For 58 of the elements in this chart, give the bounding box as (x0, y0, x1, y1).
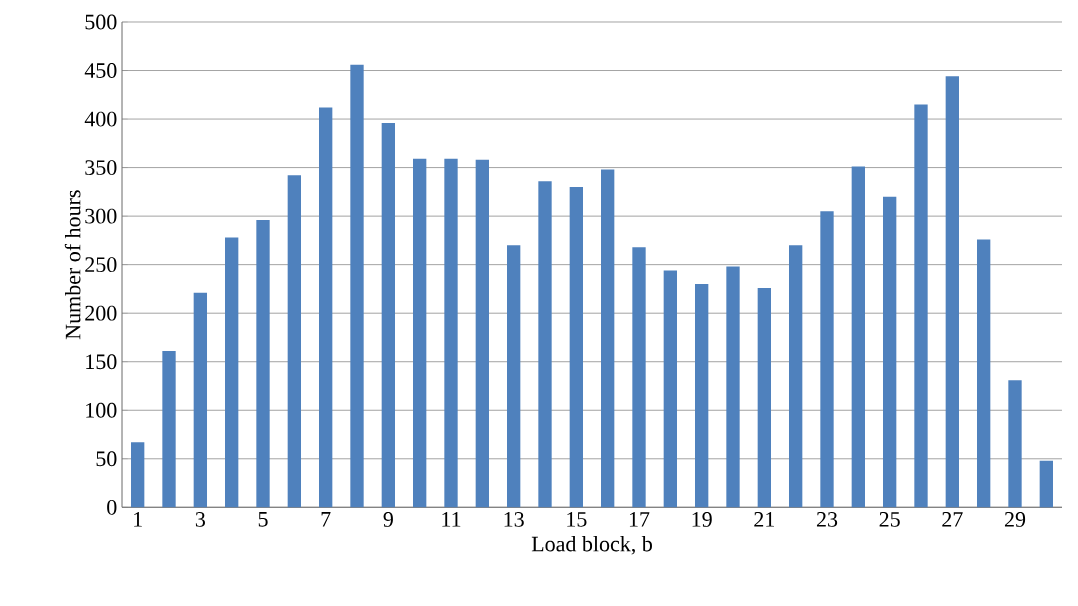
x-tick-label: 1 (134, 512, 142, 527)
bar (851, 166, 865, 508)
bar (131, 442, 145, 508)
bar (162, 351, 176, 508)
bar (945, 76, 959, 508)
y-tick-label: 400 (84, 111, 117, 127)
bar (569, 187, 583, 508)
x-tick-label: 5 (258, 512, 268, 527)
y-tick-label: 250 (85, 257, 117, 273)
bar (538, 181, 552, 508)
x-axis-title: Load block, b (531, 535, 652, 555)
bar (287, 175, 301, 508)
x-tick-label: 27 (942, 512, 963, 527)
x-tick-label: 23 (816, 512, 838, 527)
x-tick-label: 19 (692, 512, 712, 527)
bar (381, 122, 395, 508)
x-tick-label: 15 (567, 512, 587, 527)
y-tick-label: 0 (107, 499, 117, 515)
x-tick-label: 11 (442, 512, 461, 527)
bar (350, 64, 364, 508)
bar (914, 104, 928, 508)
bar (789, 245, 803, 508)
bar (507, 245, 521, 508)
x-tick-label: 29 (1004, 512, 1026, 527)
x-tick-label: 25 (879, 512, 900, 527)
x-tick-label: 21 (754, 512, 775, 527)
bar (256, 220, 270, 508)
x-tick-label: 9 (383, 512, 393, 527)
bar (632, 247, 646, 508)
bar (1008, 380, 1022, 508)
bar (475, 159, 489, 508)
x-tick-label: 7 (321, 512, 331, 527)
y-tick-label: 450 (84, 63, 117, 78)
x-tick-label: 3 (195, 512, 205, 527)
bar (193, 292, 208, 508)
y-axis-title: Number of hours (64, 190, 81, 340)
bar (601, 169, 615, 508)
y-tick-label: 200 (85, 305, 117, 321)
bar (663, 270, 677, 508)
bar (820, 211, 834, 508)
bar (225, 237, 239, 508)
y-tick-label: 150 (86, 354, 117, 370)
y-tick-label: 350 (85, 160, 117, 176)
bar (695, 284, 709, 508)
y-tick-label: 100 (86, 402, 117, 418)
bar (726, 266, 740, 508)
y-tick-label: 50 (96, 451, 117, 467)
bar (1039, 460, 1053, 508)
bar (883, 196, 897, 508)
bar (319, 107, 333, 508)
x-tick-label: 17 (629, 512, 650, 527)
bar (757, 287, 771, 508)
bar (444, 158, 458, 508)
bar (413, 158, 427, 508)
y-tick-label: 500 (85, 14, 117, 30)
y-tick-label: 300 (85, 208, 117, 224)
x-tick-label: 13 (504, 512, 524, 527)
bar (977, 239, 991, 508)
